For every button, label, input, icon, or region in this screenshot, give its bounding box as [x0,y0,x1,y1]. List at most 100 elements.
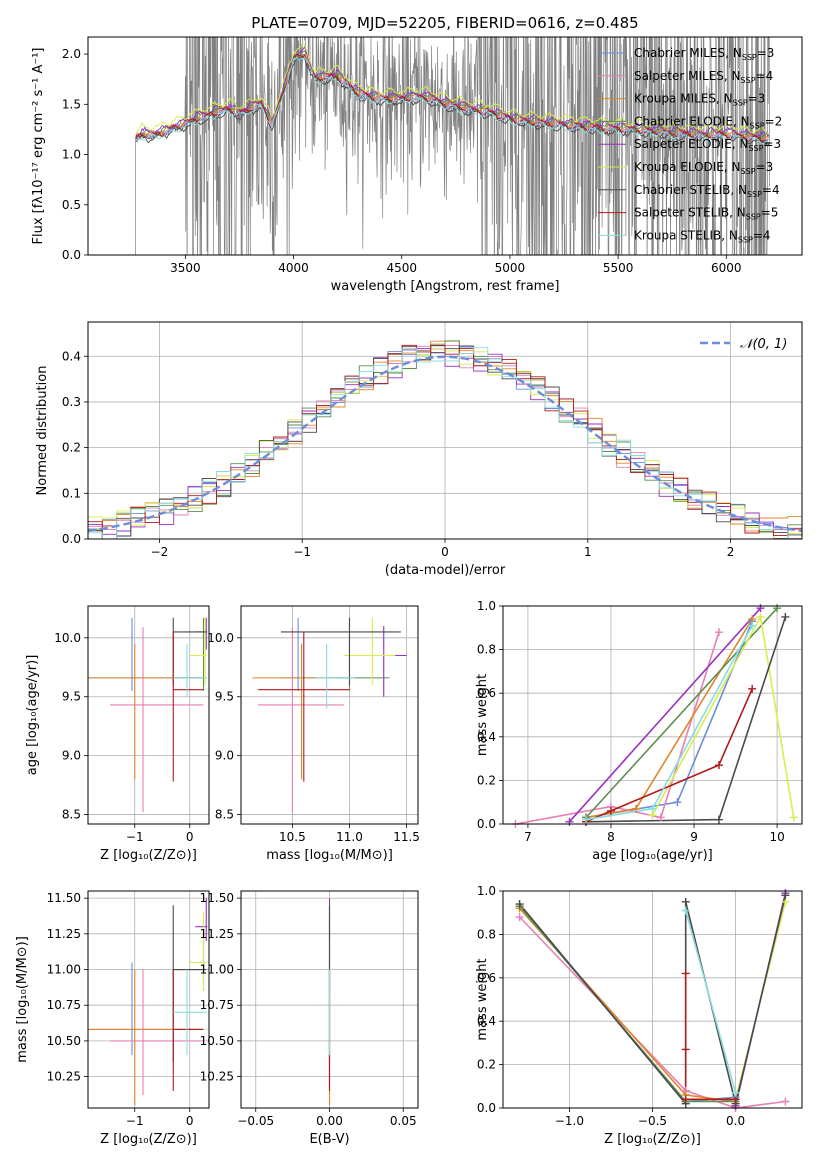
x-tick-label: 0.05 [390,1114,417,1128]
weight-marker [681,897,690,906]
y-axis-label: age [log₁₀(age/yr)] [25,655,40,776]
x-tick-label: 9 [690,830,698,844]
spectrum-model-line [135,43,770,135]
weight-marker [748,621,757,630]
axes-frame [502,605,803,825]
x-tick-label: 0 [441,545,449,559]
plot-area [88,898,208,1106]
y-tick-label: 0.4 [477,1014,496,1028]
legend-entry: Salpeter STELIB, NSSP=5 [634,206,778,222]
weight-marker [781,891,790,900]
spectrum-legend: Chabrier MILES, NSSP=3 Salpeter MILES, NS… [598,46,782,244]
x-tick-label: 0.00 [316,1114,343,1128]
legend-entry: Salpeter ELODIE, NSSP=3 [634,137,781,153]
panel-spectrum: 3500 4000 4500 5000 5500 6000 0.0 0.5 1.0 1.5 2.0 w… [31,36,803,294]
axes-frame [87,605,210,825]
weight-marker [681,906,690,915]
axes-frame [87,321,803,540]
y-axis-label: Normed distribution [35,366,50,496]
x-axis-label: mass [log₁₀(M/M⊙)] [266,848,393,863]
y-tick-label: 0.3 [62,395,81,409]
axes-frame [240,605,419,825]
weight-line [651,614,795,818]
x-axis-label: Z [log₁₀(Z/Z⊙)] [100,848,197,863]
weight-marker [714,628,723,637]
weight-marker [714,815,723,824]
y-tick-label: 0.4 [62,349,81,363]
panel-mass-weight-vs-age: 7 8 9 10 0.0 0.2 0.4 0.6 0.8 1.0 age [log₁₀(age/yr… [475,599,803,863]
y-tick-label: 10.75 [200,998,234,1012]
x-tick-label: 0.0 [726,1114,745,1128]
y-tick-label: 11.00 [47,963,81,977]
x-tick-label: 0 [186,830,194,844]
x-tick-label: 7 [524,830,532,844]
weight-marker [681,1045,690,1054]
spectrum-data-line [135,37,770,255]
weight-marker [582,815,591,824]
x-tick-label: −0.5 [638,1114,667,1128]
weight-line [568,607,762,823]
y-tick-label: 0.6 [477,971,496,985]
y-tick-label: 9.0 [62,749,81,763]
y-tick-label: 9.5 [215,690,234,704]
y-tick-label: 0.0 [477,817,496,831]
y-tick-label: 0.1 [62,486,81,500]
x-tick-label: 4000 [278,261,309,275]
y-tick-label: 10.50 [47,1034,81,1048]
weight-marker [781,1097,790,1106]
weight-line [518,905,736,1103]
legend-entry: Chabrier MILES, NSSP=3 [634,46,774,62]
x-tick-label: 2 [727,545,735,559]
histogram-step [88,344,802,537]
x-tick-label: 3500 [170,261,201,275]
y-tick-label: 0.0 [477,1101,496,1115]
legend-entry: Chabrier STELIB, NSSP=4 [634,183,780,199]
weight-marker [681,1095,690,1104]
y-tick-label: 0.2 [62,441,81,455]
y-tick-label: 9.0 [215,749,234,763]
x-tick-label: −2 [151,545,169,559]
y-tick-label: 0.0 [62,532,81,546]
weight-marker [714,761,723,770]
x-tick-label: −1.0 [555,1114,584,1128]
weight-marker [789,813,798,822]
y-axis-label: mass weight [475,958,490,1040]
weight-marker [648,804,657,813]
histogram-step [88,348,802,539]
y-tick-label: 9.5 [62,690,81,704]
x-tick-label: 11.5 [393,830,420,844]
weight-marker [631,804,640,813]
plot-area [135,37,770,255]
weight-line [515,631,720,824]
x-axis-label: age [log₁₀(age/yr)] [592,848,713,863]
x-axis-label: Z [log₁₀(Z/Z⊙)] [100,1132,197,1147]
y-tick-label: 0.5 [62,198,81,212]
y-tick-label: 1.0 [477,884,496,898]
weight-marker [681,969,690,978]
weight-marker [515,900,524,909]
plot-area [252,617,407,813]
panel-mass-vs-EBV: −0.05 0.00 0.05 10.25 10.50 10.75 11.00 11.25 11… [200,890,419,1147]
panel-age-vs-Z: −1 0 8.5 9.0 9.5 10.0 Z [log₁₀(Z/Z⊙)] age [log₁… [25,605,210,863]
legend-entry: Chabrier ELODIE, NSSP=2 [634,114,782,130]
y-tick-label: 11.25 [200,927,234,941]
y-tick-label: 0.6 [477,686,496,700]
legend-entry: Kroupa MILES, NSSP=3 [634,92,765,108]
x-tick-label: 0 [186,1114,194,1128]
y-axis-label: mass weight [475,674,490,756]
y-tick-label: 0.8 [477,643,496,657]
plot-area [88,617,208,813]
weight-line [585,607,778,819]
weight-marker [781,612,790,621]
panel-mass-weight-vs-Z: −1.0 −0.5 0.0 0.0 0.2 0.4 0.6 0.8 1.0 Z [log₁₀(Z/… [475,884,803,1147]
weight-marker [748,684,757,693]
y-axis-label: Flux [fλ10⁻¹⁷ erg cm⁻² s⁻¹ A⁻¹] [31,48,46,245]
axes-frame [87,36,803,256]
weight-marker [673,798,682,807]
y-axis-label: mass [log₁₀(M/M⊙)] [15,936,30,1063]
legend-entry: 𝒩(0, 1) [740,337,787,352]
y-tick-label: 11.00 [200,963,234,977]
x-tick-label: 6000 [711,261,742,275]
weight-line [586,616,787,823]
